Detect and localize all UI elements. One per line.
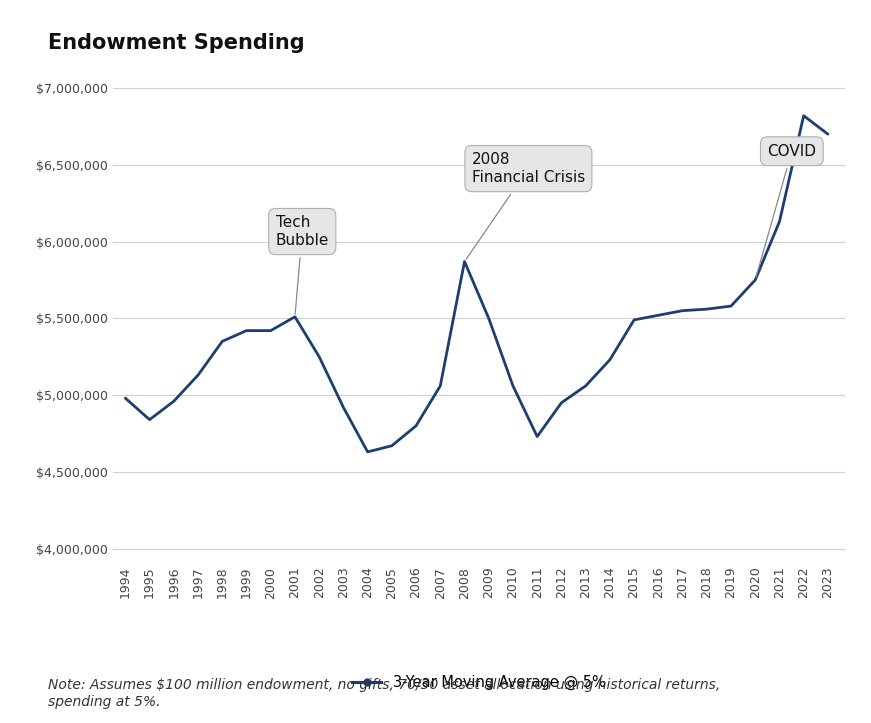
Text: 2008
Financial Crisis: 2008 Financial Crisis bbox=[466, 153, 585, 260]
Text: COVID: COVID bbox=[756, 144, 816, 278]
Text: Note: Assumes $100 million endowment, no gifts, 70/30 asset allocation using his: Note: Assumes $100 million endowment, no… bbox=[48, 678, 720, 709]
Text: Endowment Spending: Endowment Spending bbox=[48, 33, 305, 53]
Text: Tech
Bubble: Tech Bubble bbox=[275, 215, 329, 314]
Legend: 3-Year Moving Average @ 5%: 3-Year Moving Average @ 5% bbox=[347, 669, 611, 696]
